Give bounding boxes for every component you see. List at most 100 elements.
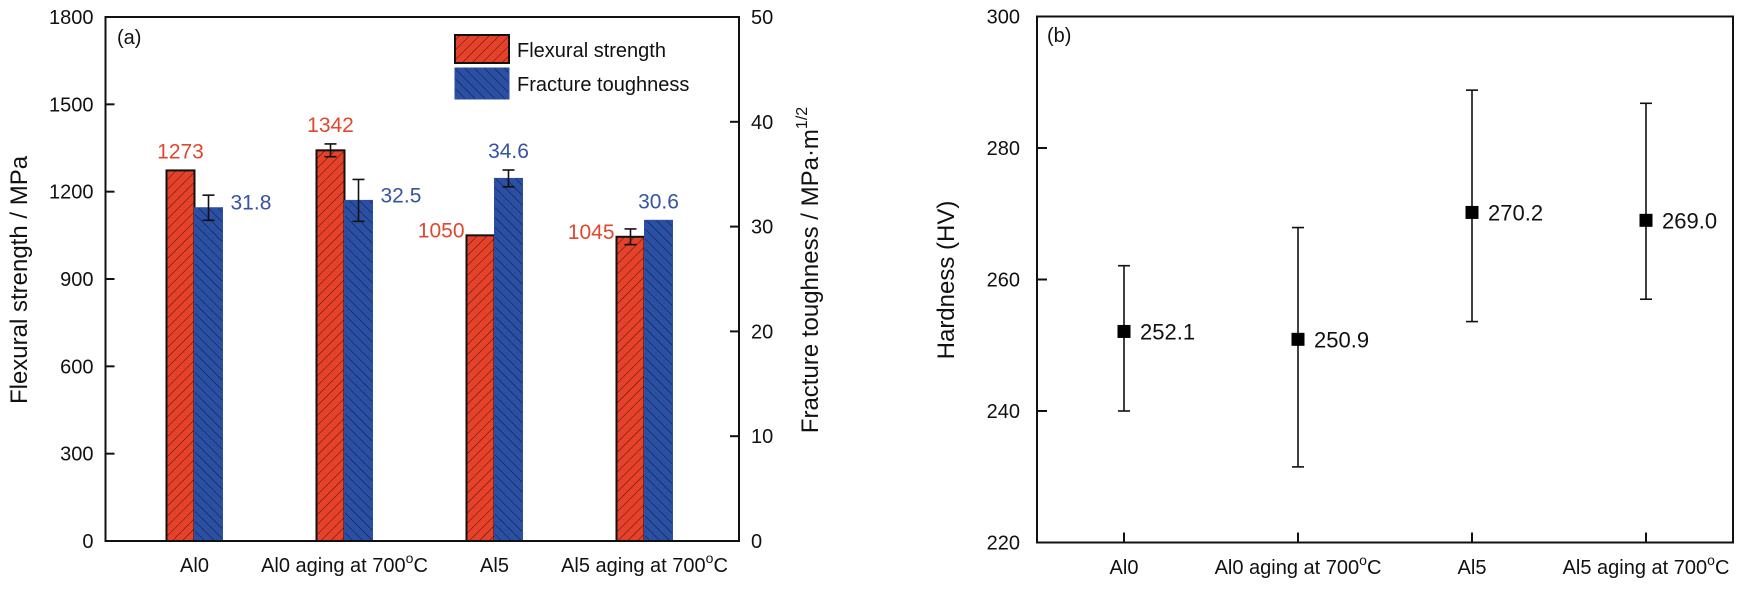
b-category-label-unit: C: [1367, 557, 1381, 579]
bar-fracture-toughness: [344, 199, 373, 542]
a-category-label: Al0 aging at 700oC: [261, 550, 428, 577]
a-error-bars: [202, 143, 637, 246]
error-bar: [352, 178, 365, 223]
a-left-axis: 0 300 600 900 1200 1500 1800: [49, 7, 115, 553]
value-label-toughness: 31.8: [231, 192, 272, 215]
square-marker: [1639, 213, 1653, 227]
value-label-flexural: 1273: [157, 140, 204, 163]
a-right-tick-label: 20: [751, 321, 773, 343]
a-value-labels: 1273 1342 1050 1045 31.8 32.5 34.6 30.6: [157, 114, 679, 244]
a-right-tick-label: 0: [751, 531, 762, 553]
a-right-tick-label: 50: [751, 7, 773, 29]
a-right-axis-title: Fracture toughness / MPa·m1/2: [794, 107, 824, 433]
square-marker: [1117, 324, 1131, 338]
a-left-tick-label: 300: [60, 444, 93, 466]
a-left-tick-label: 1500: [49, 94, 94, 116]
b-plot-frame: [1036, 15, 1734, 544]
a-category-label: Al5: [480, 555, 509, 577]
b-category-label-text: Al0 aging at 700: [1215, 557, 1360, 579]
b-category-label-text: Al5 aging at 700: [1563, 557, 1708, 579]
a-category-label-text: Al0: [180, 555, 209, 577]
a-category-label-text: Al0 aging at 700: [261, 555, 406, 577]
error-bar: [1118, 264, 1130, 412]
bar-fracture-toughness: [494, 177, 523, 542]
a-right-tick-label: 10: [751, 426, 773, 448]
b-category-label: Al0: [1110, 557, 1139, 579]
bar-fracture-toughness: [644, 219, 673, 542]
hardness-value-label: 269.0: [1662, 208, 1717, 233]
b-y-axis: 220 240 260 280 300: [987, 7, 1047, 555]
a-legend: Flexural strength Fracture toughness: [454, 34, 689, 100]
legend-label-toughness: Fracture toughness: [517, 74, 689, 96]
b-x-axis: Al0 Al0 aging at 700oC Al5 Al5 aging at 700…: [1110, 532, 1730, 579]
b-category-label-text: Al5: [1458, 557, 1487, 579]
b-category-label: Al5 aging at 700oC: [1563, 552, 1730, 579]
error-bar: [202, 194, 215, 222]
b-category-label: Al0 aging at 700oC: [1215, 552, 1382, 579]
a-panel-tag: (a): [117, 27, 141, 49]
hardness-value-label: 270.2: [1488, 200, 1543, 225]
error-bar: [324, 143, 337, 158]
a-category-label-unit: C: [713, 555, 727, 577]
error-bar: [1292, 226, 1304, 468]
value-label-flexural: 1045: [568, 221, 615, 244]
a-right-tick-label: 30: [751, 217, 773, 239]
value-label-toughness: 30.6: [638, 190, 679, 213]
a-category-label-degree: o: [406, 550, 414, 566]
value-label-flexural: 1050: [418, 219, 465, 242]
square-marker: [1465, 205, 1479, 219]
a-left-tick-label: 1200: [49, 182, 94, 204]
square-marker: [1291, 332, 1305, 346]
hardness-point: 252.1: [1117, 264, 1195, 412]
hardness-point: 250.9: [1291, 226, 1369, 468]
bar-flexural-strength: [165, 169, 196, 542]
b-y-tick-label: 240: [987, 401, 1020, 423]
hardness-point: 270.2: [1465, 89, 1543, 323]
hardness-value-label: 252.1: [1140, 319, 1195, 344]
a-left-axis-title: Flexural strength / MPa: [6, 155, 33, 404]
b-y-tick-label: 220: [987, 533, 1020, 555]
error-bar: [624, 228, 637, 246]
a-left-tick-label: 600: [60, 356, 93, 378]
a-right-axis-title-main: Fracture toughness / MPa·m: [797, 129, 824, 433]
a-left-tick-label: 0: [82, 531, 93, 553]
error-bar: [1640, 102, 1652, 301]
a-left-tick-label: 1800: [49, 7, 94, 29]
value-label-toughness: 34.6: [488, 140, 529, 163]
error-bar: [1466, 89, 1478, 323]
b-points-layer: 252.1 250.9 270.2 269.0: [1117, 89, 1717, 468]
b-y-axis-title: Hardness (HV): [933, 201, 960, 360]
bar-fracture-toughness: [194, 207, 223, 542]
value-label-flexural: 1342: [307, 114, 354, 137]
b-category-label-unit: C: [1715, 557, 1729, 579]
b-y-tick-label: 280: [987, 138, 1020, 160]
panel-a-bar-chart: 0 300 600 900 1200 1500 1800 0 10 20 30 40 50 Al0 Al…: [6, 7, 824, 577]
bar-flexural-strength: [615, 235, 646, 543]
hardness-value-label: 250.9: [1314, 327, 1369, 352]
b-category-label-text: Al0: [1110, 557, 1139, 579]
a-category-label-unit: C: [413, 555, 427, 577]
value-label-toughness: 32.5: [381, 184, 422, 207]
a-right-axis-title-sup: 1/2: [794, 107, 811, 129]
a-right-axis: 0 10 20 30 40 50: [730, 7, 773, 553]
a-bars-layer: [165, 149, 673, 543]
b-y-tick-label: 300: [987, 7, 1020, 29]
b-category-label-degree: o: [1707, 552, 1715, 568]
hardness-point: 269.0: [1639, 102, 1717, 301]
b-category-label-degree: o: [1359, 552, 1367, 568]
legend-swatch-flexural: [454, 34, 510, 64]
b-panel-tag: (b): [1047, 25, 1071, 47]
a-category-label-text: Al5: [480, 555, 509, 577]
a-category-label: Al0: [180, 555, 209, 577]
a-left-tick-label: 900: [60, 269, 93, 291]
legend-label-flexural: Flexural strength: [517, 40, 666, 62]
bar-flexural-strength: [465, 234, 496, 542]
a-category-label-degree: o: [706, 550, 714, 566]
bar-flexural-strength: [315, 149, 346, 542]
error-bar: [502, 169, 515, 188]
legend-swatch-toughness: [454, 67, 510, 100]
a-category-label-text: Al5 aging at 700: [561, 555, 706, 577]
b-category-label: Al5: [1458, 557, 1487, 579]
